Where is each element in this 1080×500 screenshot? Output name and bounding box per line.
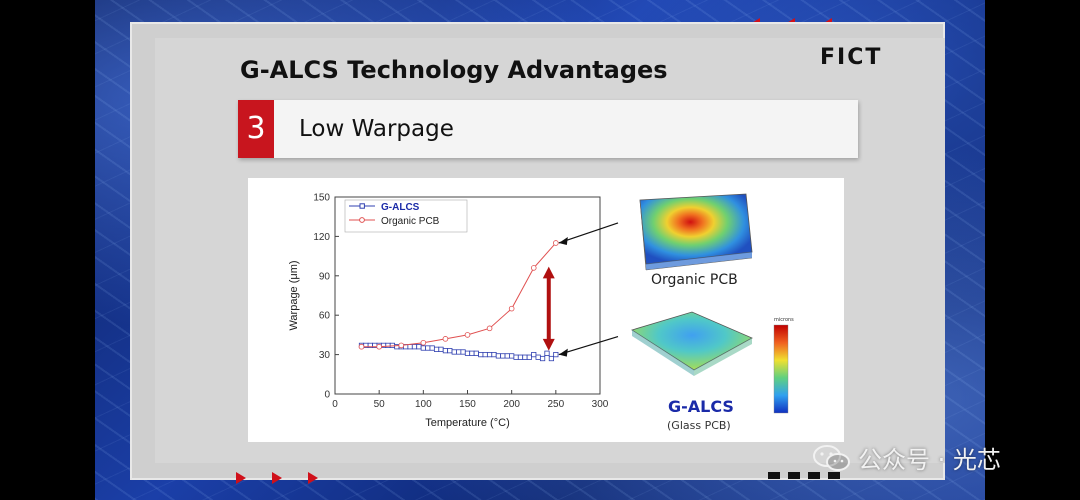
data-point [420, 345, 426, 351]
data-point [385, 342, 391, 349]
data-point [491, 351, 497, 358]
data-point [486, 325, 493, 332]
page-title: G-ALCS Technology Advantages [240, 56, 668, 84]
difference-arrow-head [542, 338, 555, 351]
data-point [411, 344, 418, 350]
decor-dash [768, 472, 780, 479]
x-tick-label: 200 [503, 399, 520, 410]
galcs-warpage-map [631, 311, 753, 376]
data-point [530, 265, 537, 271]
data-point [442, 348, 449, 354]
data-point [464, 350, 471, 356]
y-tick-label: 150 [313, 193, 330, 204]
pointer-arrow-head [558, 236, 568, 245]
fict-logo: FICT [820, 45, 882, 70]
x-tick-label: 300 [592, 399, 609, 410]
organic-pcb-caption: Organic PCB [651, 272, 738, 288]
legend-label: G-ALCS [381, 202, 420, 213]
data-point [433, 346, 440, 352]
data-point [429, 345, 435, 351]
data-point [416, 344, 422, 350]
data-point [420, 339, 427, 346]
data-point [425, 345, 431, 351]
data-point [460, 349, 466, 355]
pointer-arrow [558, 222, 619, 244]
data-point [522, 354, 528, 360]
left-bezel [0, 0, 95, 500]
data-point [509, 353, 515, 359]
series-line [361, 242, 557, 348]
data-point [407, 344, 413, 350]
data-point [504, 353, 510, 359]
decor-dash [828, 472, 840, 479]
data-point [508, 305, 515, 312]
organic-pcb-warpage-map [639, 193, 753, 271]
galcs-caption: G-ALCS [668, 397, 734, 416]
data-point [456, 349, 462, 355]
x-axis-label: Temperature (°C) [425, 417, 509, 429]
data-point [500, 353, 506, 359]
data-point [442, 336, 449, 342]
data-point [531, 351, 537, 358]
data-point [539, 355, 546, 362]
data-point [495, 353, 502, 359]
data-point [548, 355, 555, 362]
legend-label: Organic PCB [381, 216, 440, 227]
data-point [526, 354, 532, 360]
glass-pcb-caption: (Glass PCB) [667, 419, 731, 432]
pointer-arrow [558, 336, 619, 356]
data-point [473, 350, 479, 356]
decor-dash [788, 472, 800, 479]
legend-box [344, 199, 468, 233]
warpage-chart: 0 50 100 150 200 250 300 0 30 60 90 120 150 Temperatu… [288, 193, 619, 429]
y-tick-label: 30 [319, 350, 331, 361]
data-point [376, 343, 382, 350]
legend-marker [359, 217, 365, 223]
watermark: 公众号 · 光芯 [812, 440, 1001, 475]
pointer-arrow-head [558, 348, 568, 357]
section-header: 3 Low Warpage [238, 100, 858, 158]
data-point [482, 351, 488, 358]
x-tick-label: 150 [459, 399, 476, 410]
data-point [486, 351, 493, 358]
decor-triangle [308, 472, 318, 484]
data-point [553, 351, 559, 358]
decor-triangle [272, 472, 282, 484]
y-tick-label: 120 [313, 232, 330, 243]
wechat-icon [813, 444, 850, 471]
y-tick-label: 90 [319, 271, 331, 282]
data-point [513, 354, 519, 360]
decor-triangle [236, 472, 246, 484]
watermark-text: 公众号 · 光芯 [858, 446, 1001, 474]
x-tick-label: 0 [332, 399, 338, 410]
y-axis-label: Warpage (μm) [288, 260, 300, 330]
data-point [438, 346, 444, 352]
difference-arrow-head [542, 266, 555, 279]
colorbar-label: microns [774, 317, 794, 323]
logo-text: FICT [820, 45, 883, 70]
x-tick-label: 100 [415, 399, 432, 410]
data-point [535, 354, 541, 360]
x-tick-label: 50 [374, 399, 386, 410]
data-point [447, 348, 453, 354]
legend-marker [359, 203, 365, 209]
data-point [451, 349, 457, 355]
data-point [544, 350, 550, 356]
data-point [469, 350, 475, 356]
warpage-colorbar: microns [773, 317, 794, 414]
decor-dash [808, 472, 820, 479]
right-bezel [985, 0, 1080, 500]
data-point [358, 343, 365, 350]
data-point [398, 342, 405, 349]
data-point [517, 354, 524, 360]
data-point [478, 351, 484, 358]
data-point [553, 240, 559, 246]
data-point [464, 332, 471, 338]
x-tick-label: 250 [547, 399, 564, 410]
y-tick-label: 0 [324, 390, 330, 401]
section-number: 3 [238, 100, 274, 158]
y-tick-label: 60 [319, 311, 331, 322]
section-title: Low Warpage [299, 116, 454, 142]
